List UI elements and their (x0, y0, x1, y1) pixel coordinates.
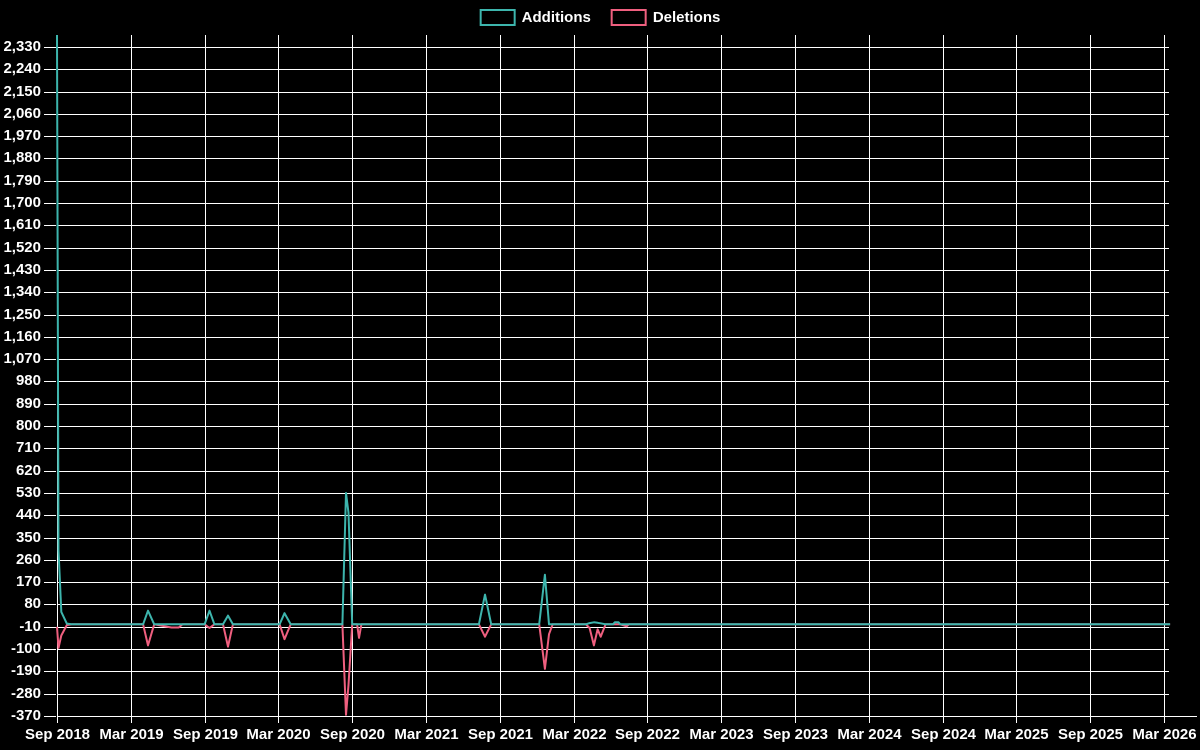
deletions-legend-swatch (610, 9, 647, 26)
legend-item-deletions[interactable]: Deletions (610, 9, 721, 26)
additions-line (56, 34, 1171, 626)
chart-legend: Additions Deletions (479, 9, 721, 26)
legend-item-additions[interactable]: Additions (479, 9, 591, 26)
additions-legend-label: Additions (521, 9, 591, 26)
deletions-legend-label: Deletions (652, 9, 721, 26)
deletions-line (56, 623, 1171, 716)
additions-legend-swatch (479, 9, 516, 26)
